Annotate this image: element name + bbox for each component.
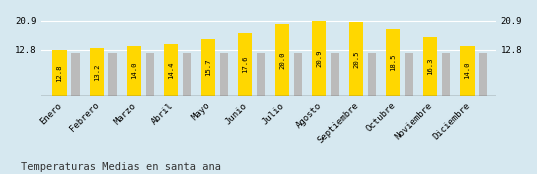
Text: 12.8: 12.8 [56, 64, 62, 82]
Bar [90, 48, 104, 96]
Bar [164, 44, 178, 96]
Bar [460, 46, 475, 96]
Bar [275, 24, 289, 96]
Bar [368, 53, 376, 96]
Bar [312, 21, 326, 96]
Text: 16.3: 16.3 [427, 58, 433, 75]
Text: 20.5: 20.5 [353, 50, 359, 68]
Text: 14.0: 14.0 [465, 62, 470, 80]
Text: 20.0: 20.0 [279, 51, 285, 69]
Bar [183, 53, 191, 96]
Text: 14.4: 14.4 [168, 61, 174, 79]
Text: 20.9: 20.9 [316, 50, 322, 67]
Bar [53, 50, 67, 96]
Bar [349, 22, 363, 96]
Text: Temperaturas Medias en santa ana: Temperaturas Medias en santa ana [21, 162, 221, 172]
Bar [238, 33, 252, 96]
Bar [201, 39, 215, 96]
Text: 14.0: 14.0 [130, 62, 137, 80]
Text: 18.5: 18.5 [390, 54, 396, 71]
Bar [127, 46, 141, 96]
Bar [294, 53, 302, 96]
Bar [108, 53, 117, 96]
Text: 13.2: 13.2 [93, 63, 100, 81]
Bar [423, 37, 438, 96]
Bar [331, 53, 339, 96]
Bar [480, 53, 488, 96]
Bar [386, 29, 400, 96]
Bar [442, 53, 451, 96]
Bar [405, 53, 413, 96]
Bar [220, 53, 228, 96]
Text: 15.7: 15.7 [205, 59, 211, 76]
Bar [257, 53, 265, 96]
Bar [71, 53, 79, 96]
Bar [146, 53, 154, 96]
Text: 17.6: 17.6 [242, 56, 248, 73]
